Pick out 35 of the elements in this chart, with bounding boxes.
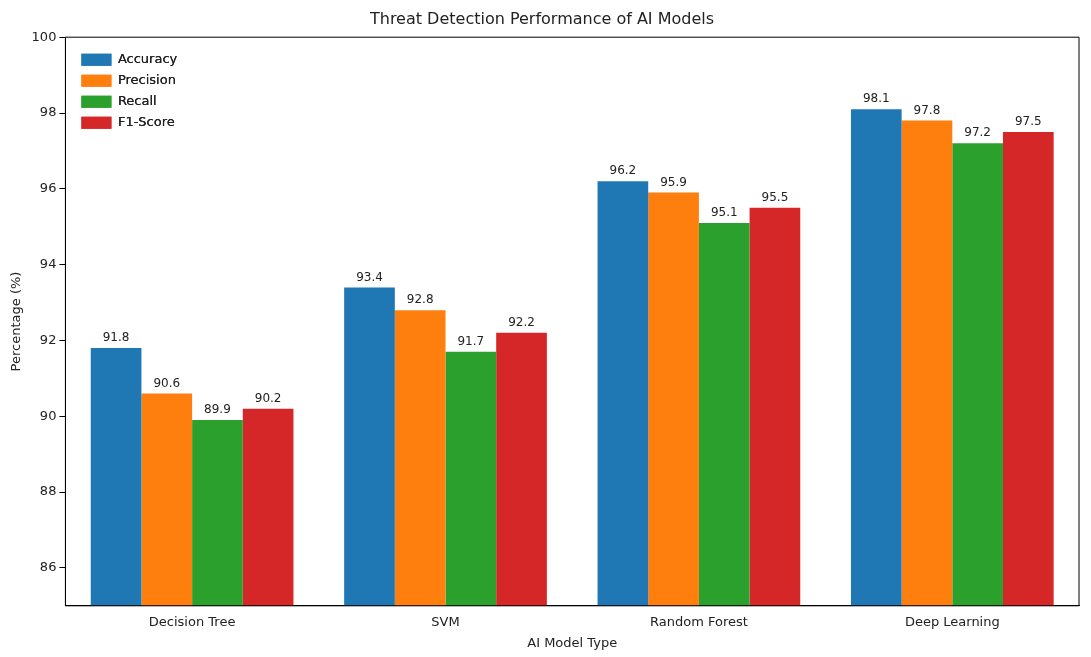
chart-title: Threat Detection Performance of AI Models [368,8,715,28]
y-axis-title: Percentage (%) [8,271,24,372]
x-tick-label: SVM [431,613,460,629]
y-tick-label: 88 [39,483,57,499]
y-tick-label: 86 [39,559,57,575]
y-tick-label: 98 [39,104,57,120]
legend-label: Recall [117,93,157,109]
y-tick-label: 100 [31,28,57,44]
legend-label: F1-Score [117,114,175,130]
data-label: 96.2 [609,163,637,178]
data-label: 97.8 [913,102,941,117]
x-tick-label: Deep Learning [904,613,1000,629]
legend-label: Accuracy [117,51,178,67]
data-label: 97.5 [1014,114,1042,129]
data-label: 90.2 [254,390,282,405]
data-label: 89.9 [204,402,231,417]
data-label: 91.7 [457,333,485,348]
data-label: 95.1 [710,205,738,220]
data-label: 93.4 [356,269,383,284]
legend-label: Precision [117,72,176,88]
data-label: 95.9 [660,174,687,189]
data-label: 97.2 [964,125,991,140]
x-axis-title: AI Model Type [527,634,618,650]
y-tick-label: 90 [39,407,57,423]
data-label: 91.8 [102,330,130,345]
data-label: 92.2 [508,315,535,329]
data-label: 95.5 [761,189,789,204]
y-tick-label: 96 [39,180,57,196]
y-tick-label: 94 [39,256,57,272]
data-label: 92.8 [406,292,434,307]
data-label: 98.1 [862,91,890,106]
y-tick-label: 92 [39,331,57,347]
data-label: 90.6 [153,375,181,390]
x-tick-label: Random Forest [649,613,748,629]
x-tick-label: Decision Tree [148,613,236,629]
